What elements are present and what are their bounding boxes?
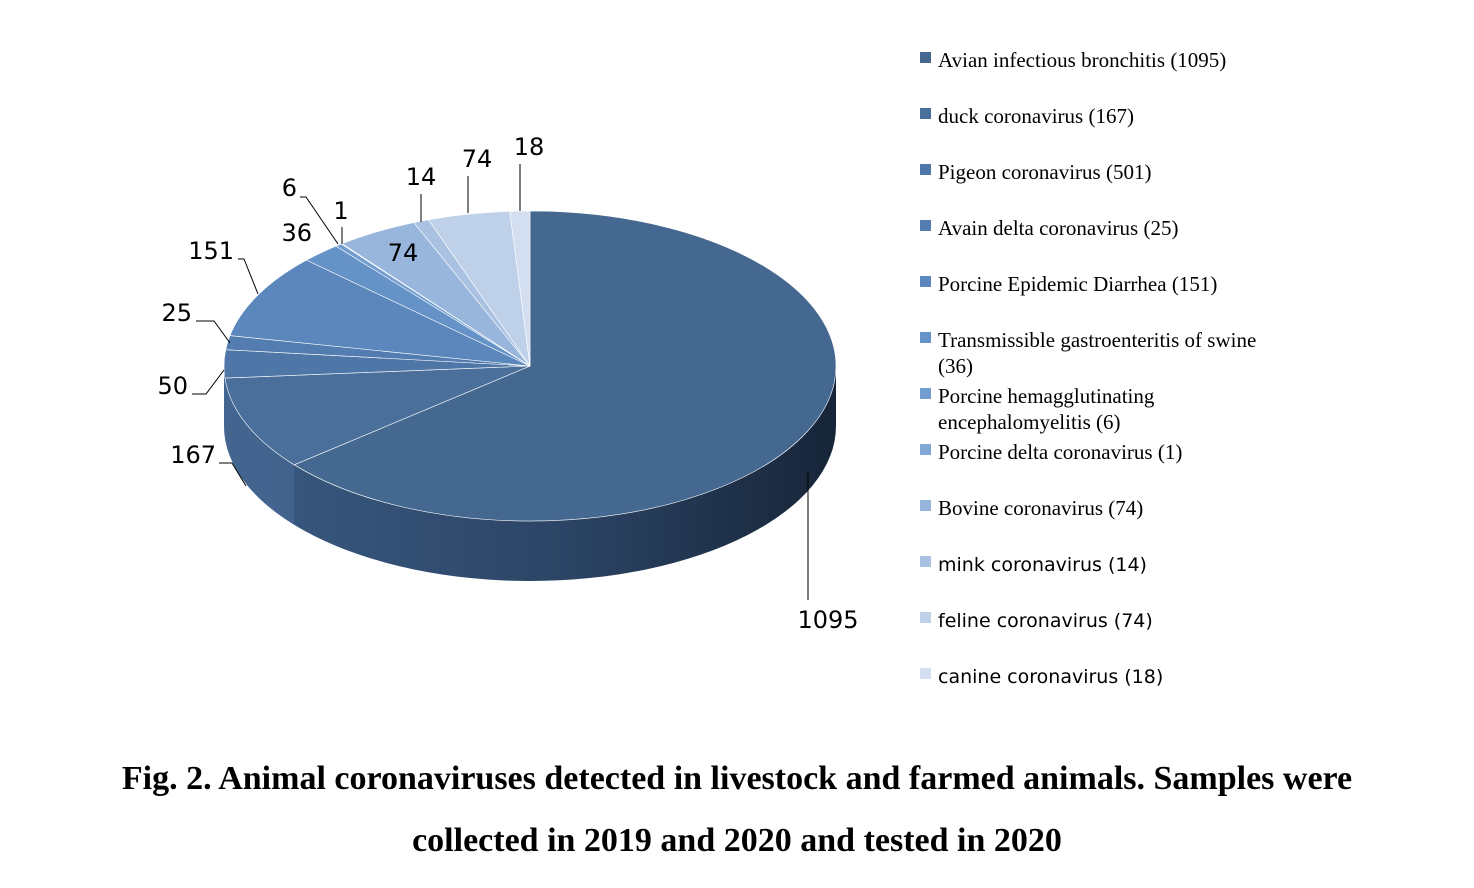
- legend-label: duck coronavirus (167): [938, 104, 1134, 128]
- legend-label: feline coronavirus (74): [938, 610, 1153, 632]
- data-label-mink-coronavirus: 14: [406, 163, 437, 191]
- legend-label: Transmissible gastroenteritis of swine: [938, 328, 1256, 352]
- leader-line-porcine-hemagglutinating-encephalomyelitis: [300, 196, 339, 245]
- leader-line-porcine-epidemic-diarrhea: [238, 258, 259, 295]
- legend-label: Pigeon coronavirus (501): [938, 160, 1151, 184]
- data-label-porcine-delta-coronavirus: 1: [333, 197, 348, 225]
- data-label-avain-delta-coronavirus: 25: [161, 299, 192, 327]
- legend-swatch: [920, 668, 931, 679]
- legend-item-mink-coronavirus: mink coronavirus (14): [920, 554, 1147, 576]
- legend-item-duck-coronavirus: duck coronavirus (167): [920, 104, 1134, 128]
- legend-swatch: [920, 332, 931, 343]
- legend-label: (36): [938, 354, 973, 378]
- legend-item-porcine-delta-coronavirus: Porcine delta coronavirus (1): [920, 440, 1182, 464]
- data-label-pigeon-coronavirus: 50: [157, 372, 188, 400]
- leader-line-duck-coronavirus: [219, 462, 247, 487]
- legend-swatch: [920, 52, 931, 63]
- legend: Avian infectious bronchitis (1095) duck c…: [920, 48, 1256, 688]
- legend-label: encephalomyelitis (6): [938, 410, 1121, 434]
- legend-item-pigeon-coronavirus: Pigeon coronavirus (501): [920, 160, 1151, 184]
- pie-side-wall: [224, 366, 836, 581]
- data-label-bovine-coronavirus: 74: [388, 239, 419, 267]
- data-label-duck-coronavirus: 167: [170, 441, 216, 469]
- pie-side: [224, 366, 836, 581]
- data-label-transmissible-gastroenteritis-of-swine: 36: [281, 219, 312, 247]
- legend-item-avian-infectious-bronchitis: Avian infectious bronchitis (1095): [920, 48, 1226, 72]
- legend-swatch: [920, 388, 931, 399]
- data-label-avian-infectious-bronchitis: 1095: [797, 606, 858, 634]
- pie-data-labels: 1095 167 50 25 151 36 6 1 74 14 74 18: [157, 133, 858, 634]
- legend-swatch: [920, 612, 931, 623]
- legend-swatch: [920, 220, 931, 231]
- legend-label: Porcine delta coronavirus (1): [938, 440, 1182, 464]
- legend-item-feline-coronavirus: feline coronavirus (74): [920, 610, 1153, 632]
- legend-item-porcine-hemagglutinating-encephalomyelitis: Porcine hemagglutinatingencephalomyeliti…: [920, 384, 1155, 434]
- pie-top: [223, 210, 837, 522]
- pie-side-duck-coronavirus: [224, 378, 295, 525]
- legend-swatch: [920, 444, 931, 455]
- figure-caption: Fig. 2. Animal coronaviruses detected in…: [0, 748, 1474, 872]
- legend-label: canine coronavirus (18): [938, 666, 1163, 688]
- pie-slice-porcine-epidemic-diarrhea: [229, 259, 531, 367]
- leader-line-avain-delta-coronavirus: [196, 320, 231, 344]
- legend-item-avain-delta-coronavirus: Avain delta coronavirus (25): [920, 216, 1178, 240]
- data-label-porcine-hemagglutinating-encephalomyelitis: 6: [282, 174, 297, 202]
- leader-line-pigeon-coronavirus: [192, 369, 225, 395]
- caption-line-1: Fig. 2. Animal coronaviruses detected in…: [121, 760, 1353, 797]
- legend-swatch: [920, 276, 931, 287]
- legend-swatch: [920, 164, 931, 175]
- pie-slice-canine-coronavirus: [509, 210, 531, 367]
- legend-swatch: [920, 556, 931, 567]
- pie-slice-avian-infectious-bronchitis: [293, 210, 837, 522]
- legend-label: Avain delta coronavirus (25): [938, 216, 1178, 240]
- legend-label: Avian infectious bronchitis (1095): [938, 48, 1226, 72]
- legend-label: Porcine hemagglutinating: [938, 384, 1155, 408]
- legend-label: Porcine Epidemic Diarrhea (151): [938, 272, 1217, 296]
- legend-swatch: [920, 108, 931, 119]
- legend-label: Bovine coronavirus (74): [938, 496, 1143, 520]
- legend-item-transmissible-gastroenteritis-of-swine: Transmissible gastroenteritis of swine(3…: [920, 328, 1256, 378]
- caption-line-2: collected in 2019 and 2020 and tested in…: [412, 822, 1062, 859]
- legend-swatch: [920, 500, 931, 511]
- pie-slice-duck-coronavirus: [224, 365, 531, 466]
- legend-item-canine-coronavirus: canine coronavirus (18): [920, 666, 1163, 688]
- pie-side-pigeon-coronavirus: [224, 366, 225, 439]
- data-label-canine-coronavirus: 18: [514, 133, 545, 161]
- data-label-feline-coronavirus: 74: [462, 145, 493, 173]
- legend-item-bovine-coronavirus: Bovine coronavirus (74): [920, 496, 1143, 520]
- legend-item-porcine-epidemic-diarrhea: Porcine Epidemic Diarrhea (151): [920, 272, 1217, 296]
- data-label-porcine-epidemic-diarrhea: 151: [188, 237, 234, 265]
- legend-label: mink coronavirus (14): [938, 554, 1147, 576]
